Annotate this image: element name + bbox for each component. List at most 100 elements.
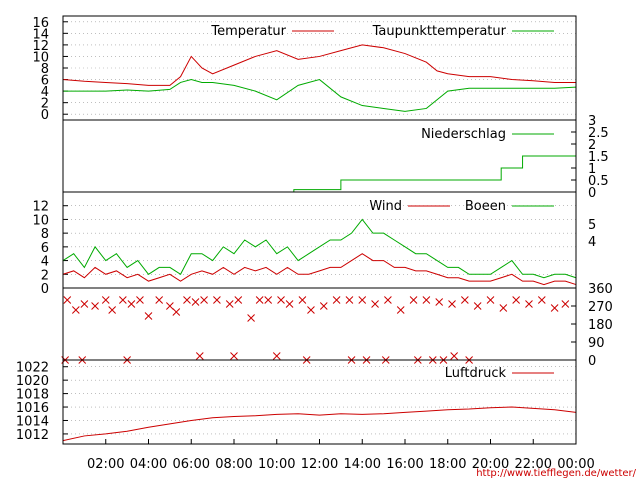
y-tick-label-0-3: 6: [41, 74, 49, 89]
direction-point-33: [409, 296, 418, 304]
direction-point-41: [512, 296, 521, 304]
y-tick-label-4-1: 1014: [16, 414, 49, 429]
direction-point-38: [473, 302, 482, 310]
direction-point-21: [264, 296, 273, 304]
legend-wind-label: Wind: [369, 199, 402, 214]
legend-niederschlag-label: Niederschlag: [421, 127, 506, 142]
direction-point-26: [319, 302, 328, 310]
direction-point-7: [127, 300, 136, 308]
wind-right-tick-5: 5: [588, 218, 596, 233]
direction-point-44: [550, 304, 559, 312]
x-tick-label-9: 20:00: [472, 457, 509, 472]
direction-point-3: [91, 302, 99, 310]
y-tick-label-0-2: 4: [41, 85, 49, 100]
y-tick-label-2-5: 10: [32, 213, 49, 228]
direction-point-42: [525, 300, 533, 308]
direction-point-16: [213, 296, 221, 304]
y-tick-label-2-1: 2: [41, 268, 49, 283]
direction-point-51: [272, 352, 281, 360]
boeen-line: [62, 218, 577, 279]
direction-point-28: [345, 296, 354, 304]
direction-point-20: [255, 296, 264, 304]
direction-point-15: [200, 296, 208, 304]
y-tick-label-2-2: 4: [41, 255, 49, 270]
direction-point-49: [195, 352, 204, 360]
legend-boeen-label: Boeen: [465, 199, 506, 214]
y-tick-label-0-0: 0: [41, 108, 49, 123]
direction-point-1: [71, 306, 80, 314]
dir-tick-label-1: 90: [588, 336, 605, 351]
direction-point-50: [230, 352, 238, 360]
rain-tick-label-5: 2.5: [588, 126, 609, 141]
direction-point-29: [358, 296, 367, 304]
y-tick-label-4-5: 1022: [16, 361, 49, 376]
y-tick-label-0-1: 2: [41, 97, 49, 112]
direction-point-9: [144, 312, 153, 320]
y-tick-label-0-5: 10: [32, 50, 49, 65]
niederschlag-line: [63, 155, 576, 193]
y-tick-label-2-4: 8: [41, 227, 49, 242]
wind-right-tick-4: 4: [588, 235, 596, 250]
y-tick-label-4-3: 1018: [16, 388, 49, 403]
temperatur-line: [62, 44, 576, 86]
direction-point-32: [396, 306, 405, 314]
direction-point-40: [499, 304, 508, 312]
direction-point-30: [371, 300, 379, 308]
y-tick-label-0-4: 8: [41, 62, 49, 77]
x-tick-label-2: 06:00: [173, 457, 210, 472]
x-tick-label-5: 12:00: [301, 457, 338, 472]
direction-point-14: [191, 298, 200, 306]
direction-point-4: [101, 296, 110, 304]
legend-taupunkt-label: Taupunkttemperatur: [372, 24, 507, 39]
direction-point-12: [172, 308, 181, 316]
x-tick-label-10: 22:00: [515, 457, 552, 472]
direction-point-36: [448, 300, 456, 308]
taupunkt-line: [63, 79, 577, 112]
legend-luftdruck-label: Luftdruck: [445, 366, 507, 381]
direction-point-37: [460, 296, 469, 304]
x-tick-label-1: 04:00: [130, 457, 167, 472]
y-tick-label-4-4: 1020: [16, 374, 49, 389]
y-tick-label-2-3: 6: [41, 241, 49, 256]
legend-temperatur-label: Temperatur: [210, 24, 286, 39]
x-tick-label-0: 02:00: [87, 457, 124, 472]
y-tick-label-0-6: 12: [32, 39, 49, 54]
dir-tick-label-3: 270: [588, 300, 613, 315]
x-tick-label-6: 14:00: [344, 457, 381, 472]
direction-point-39: [486, 296, 495, 304]
x-tick-label-4: 10:00: [258, 457, 295, 472]
direction-point-6: [118, 296, 127, 304]
direction-point-23: [285, 300, 294, 308]
rain-tick-label-0: 0: [588, 186, 596, 201]
luftdruck-line: [62, 406, 577, 442]
direction-point-22: [277, 296, 285, 304]
direction-point-5: [108, 306, 117, 314]
direction-point-24: [298, 296, 307, 304]
y-tick-label-0-8: 16: [32, 16, 49, 31]
x-tick-label-11: 00:00: [557, 457, 594, 472]
panel-frame-3: [62, 287, 577, 361]
y-tick-label-2-6: 12: [32, 200, 49, 215]
direction-point-45: [561, 300, 570, 308]
x-tick-label-3: 08:00: [215, 457, 252, 472]
direction-point-31: [384, 296, 392, 304]
rain-tick-label-1: 0.5: [588, 174, 609, 189]
source-link[interactable]: http://www.tiefflegen.de/wetter/: [476, 468, 636, 479]
direction-point-0: [63, 296, 72, 304]
dir-tick-label-0: 0: [588, 354, 596, 369]
direction-point-13: [183, 296, 191, 304]
direction-point-25: [307, 306, 315, 314]
x-tick-label-7: 16:00: [386, 457, 423, 472]
direction-point-34: [422, 296, 431, 304]
y-tick-label-0-7: 14: [32, 27, 49, 42]
rain-tick-label-2: 1: [588, 162, 596, 177]
direction-point-17: [225, 300, 234, 308]
rain-tick-label-3: 1.5: [588, 150, 609, 165]
direction-point-2: [80, 300, 89, 308]
wind-line: [62, 253, 577, 286]
x-tick-label-8: 18:00: [429, 457, 466, 472]
direction-point-59: [450, 352, 459, 360]
rain-tick-label-6: 3: [588, 114, 596, 129]
